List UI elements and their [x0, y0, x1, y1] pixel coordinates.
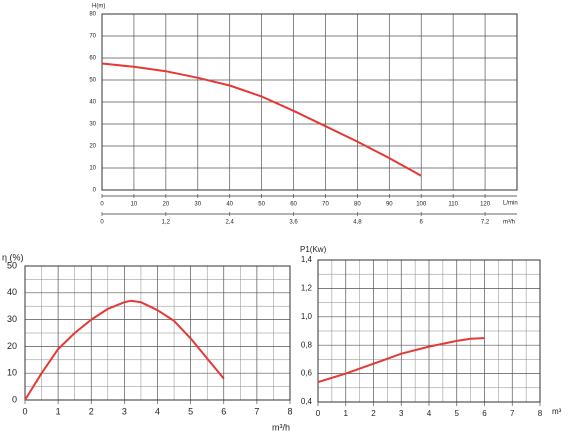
y-tick-label: 10 [7, 368, 17, 378]
y-tick-label: 20 [89, 144, 96, 150]
plot-frame [101, 13, 518, 191]
x-tick-label: 120 [480, 202, 491, 208]
x-tick-label: 0 [316, 409, 321, 418]
x-tick-label: 70 [322, 202, 329, 208]
y-axis-label: H(m) [92, 4, 105, 10]
x-tick-label: 20 [163, 202, 170, 208]
y-tick-label: 60 [89, 56, 96, 62]
y-tick-label: 1,2 [301, 284, 313, 293]
x2-axis-label: m³/h [503, 220, 515, 226]
x-tick-label: 2 [89, 406, 94, 416]
x-tick-label: 5 [455, 409, 460, 418]
x-tick-label: 5 [188, 406, 193, 416]
y-tick-label: 50 [89, 78, 96, 84]
y-tick-label: 40 [7, 287, 17, 297]
y-tick-label: 1,0 [301, 312, 313, 321]
x-tick-label: 3 [399, 409, 404, 418]
x2-tick-label: 3,6 [289, 220, 298, 226]
plot-frame [24, 265, 291, 401]
x-axis-label: m³ [552, 407, 562, 416]
x2-tick-label: 2,4 [226, 220, 235, 226]
x-tick-label: 6 [482, 409, 487, 418]
x-tick-label: 110 [448, 202, 458, 208]
x-tick-label: 7 [510, 409, 515, 418]
x-tick-label: 30 [194, 202, 201, 208]
x-tick-label: 4 [155, 406, 160, 416]
y-tick-label: 0 [12, 394, 17, 404]
plot-frame [317, 259, 541, 403]
y-tick-label: 10 [89, 166, 96, 172]
y-tick-label: 0,6 [301, 369, 313, 378]
x-tick-label: 1 [344, 409, 349, 418]
y-tick-label: 80 [89, 12, 96, 18]
x-tick-label: 4 [427, 409, 432, 418]
x-tick-label: 0 [22, 406, 27, 416]
x-tick-label: 10 [131, 202, 138, 208]
x-tick-label: 100 [416, 202, 427, 208]
x2-tick-label: 0 [100, 220, 104, 226]
y-tick-label: 30 [7, 314, 17, 324]
x-tick-label: 3 [122, 406, 127, 416]
x-tick-label: 6 [221, 406, 226, 416]
y-tick-label: 50 [7, 260, 17, 270]
x-tick-label: 8 [538, 409, 543, 418]
y-tick-label: 0,4 [301, 397, 313, 406]
x-tick-label: 1 [56, 406, 61, 416]
x2-tick-label: 1,2 [162, 220, 171, 226]
y-tick-label: 0,8 [301, 340, 313, 349]
x-axis-label: m³/h [272, 422, 290, 432]
x-tick-label: 50 [258, 202, 265, 208]
x2-tick-label: 7,2 [481, 220, 490, 226]
y-tick-label: 30 [89, 122, 96, 128]
y-tick-label: 1,4 [301, 255, 313, 264]
x-tick-label: 8 [287, 406, 292, 416]
y-axis-label: P1(Kw) [300, 245, 327, 254]
x-tick-label: 7 [254, 406, 259, 416]
x2-tick-label: 6 [420, 220, 424, 226]
x-tick-label: 2 [371, 409, 376, 418]
x2-tick-label: 4,8 [353, 220, 362, 226]
x-tick-label: 60 [290, 202, 297, 208]
x-tick-label: 0 [100, 202, 104, 208]
x-tick-label: 90 [386, 202, 393, 208]
data-line [101, 62, 422, 177]
y-axis-label: η (%) [2, 252, 24, 262]
data-line [24, 299, 225, 401]
x-tick-label: 40 [226, 202, 233, 208]
x-axis-label: L/min [503, 201, 518, 207]
data-line [317, 337, 485, 384]
x-tick-label: 80 [354, 202, 361, 208]
y-tick-label: 0 [93, 188, 97, 194]
y-tick-label: 40 [89, 100, 96, 106]
y-tick-label: 20 [7, 341, 17, 351]
y-tick-label: 70 [89, 34, 96, 40]
